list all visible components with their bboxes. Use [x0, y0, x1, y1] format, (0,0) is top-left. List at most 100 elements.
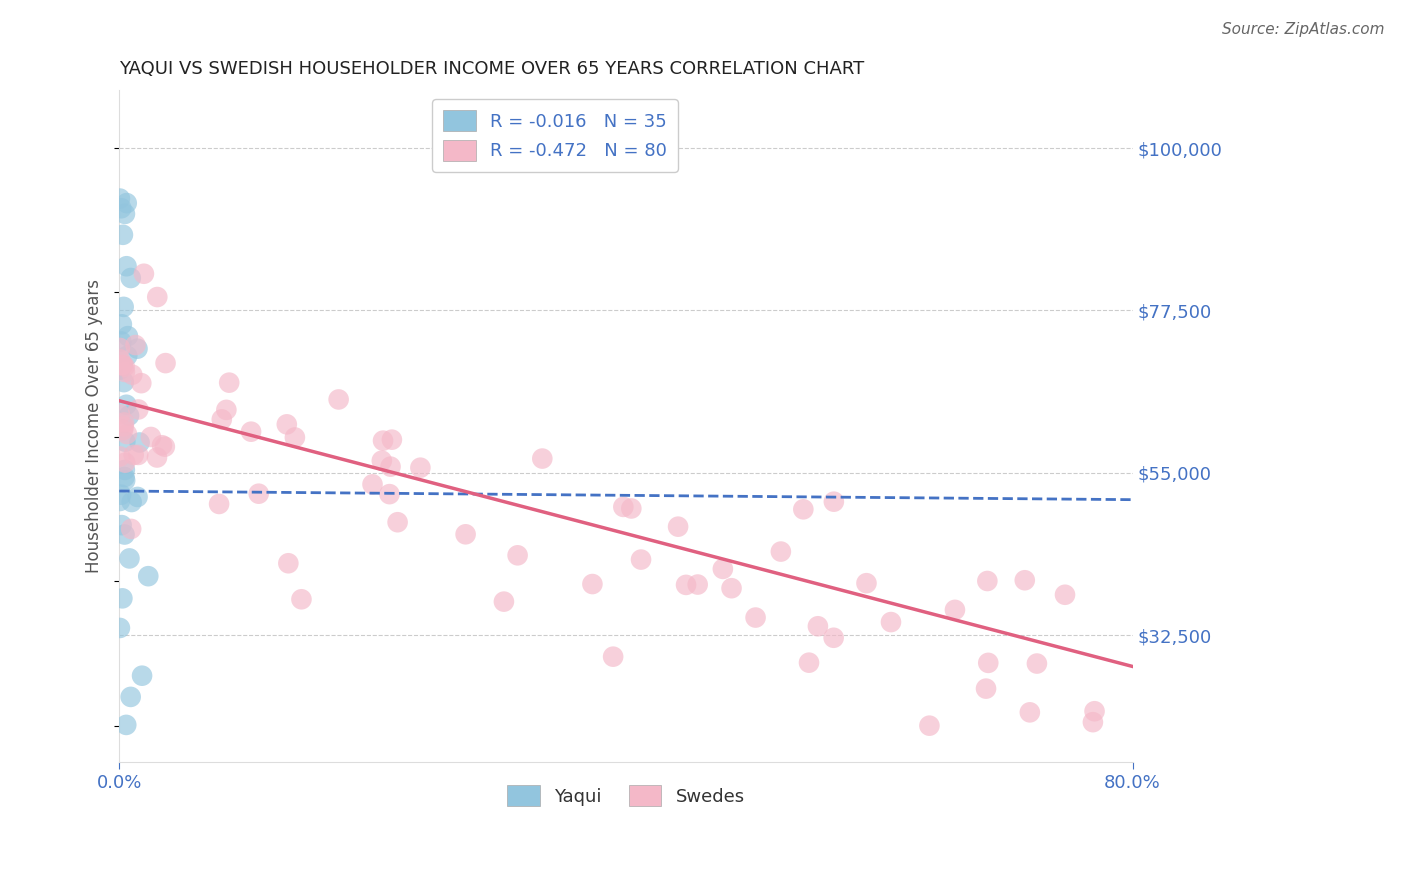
- Point: [114, 474, 136, 488]
- Point: [612, 500, 634, 514]
- Point: [114, 434, 136, 449]
- Point: [114, 527, 136, 541]
- Point: [120, 522, 142, 536]
- Point: [215, 402, 238, 417]
- Point: [409, 460, 432, 475]
- Point: [630, 552, 652, 566]
- Point: [155, 356, 177, 370]
- Point: [328, 392, 350, 407]
- Point: [111, 358, 134, 372]
- Point: [387, 515, 409, 529]
- Point: [378, 487, 401, 501]
- Point: [132, 267, 155, 281]
- Point: [531, 451, 554, 466]
- Y-axis label: Householder Income Over 65 years: Householder Income Over 65 years: [86, 279, 103, 573]
- Point: [108, 621, 131, 635]
- Point: [290, 592, 312, 607]
- Point: [284, 430, 307, 444]
- Point: [150, 438, 173, 452]
- Point: [108, 408, 131, 422]
- Legend: Yaqui, Swedes: Yaqui, Swedes: [501, 778, 752, 814]
- Point: [976, 574, 998, 588]
- Point: [1014, 574, 1036, 588]
- Point: [454, 527, 477, 541]
- Point: [1083, 704, 1105, 718]
- Point: [114, 207, 136, 221]
- Point: [675, 578, 697, 592]
- Point: [720, 581, 742, 595]
- Point: [240, 425, 263, 439]
- Point: [146, 450, 169, 465]
- Point: [918, 719, 941, 733]
- Point: [127, 448, 149, 462]
- Point: [855, 576, 877, 591]
- Point: [110, 201, 132, 215]
- Point: [108, 192, 131, 206]
- Point: [381, 433, 404, 447]
- Point: [686, 577, 709, 591]
- Point: [110, 488, 132, 502]
- Point: [797, 656, 820, 670]
- Point: [120, 271, 142, 285]
- Text: Source: ZipAtlas.com: Source: ZipAtlas.com: [1222, 22, 1385, 37]
- Point: [112, 419, 135, 434]
- Point: [118, 409, 141, 423]
- Point: [114, 365, 136, 379]
- Point: [131, 669, 153, 683]
- Point: [120, 690, 142, 704]
- Point: [108, 352, 131, 367]
- Point: [943, 603, 966, 617]
- Point: [823, 631, 845, 645]
- Point: [108, 494, 131, 508]
- Point: [711, 562, 734, 576]
- Point: [118, 551, 141, 566]
- Point: [114, 463, 136, 477]
- Point: [117, 329, 139, 343]
- Point: [602, 649, 624, 664]
- Point: [823, 494, 845, 508]
- Point: [121, 495, 143, 509]
- Point: [208, 497, 231, 511]
- Point: [371, 453, 394, 467]
- Point: [744, 610, 766, 624]
- Point: [136, 569, 159, 583]
- Point: [114, 359, 136, 374]
- Point: [218, 376, 240, 390]
- Point: [111, 227, 134, 242]
- Point: [211, 412, 233, 426]
- Point: [581, 577, 603, 591]
- Point: [666, 519, 689, 533]
- Point: [111, 358, 134, 372]
- Point: [371, 434, 394, 448]
- Point: [506, 549, 529, 563]
- Point: [247, 486, 270, 500]
- Point: [115, 398, 138, 412]
- Point: [380, 459, 402, 474]
- Point: [977, 656, 1000, 670]
- Point: [880, 615, 903, 629]
- Point: [361, 477, 384, 491]
- Point: [139, 430, 162, 444]
- Point: [115, 196, 138, 211]
- Point: [792, 502, 814, 516]
- Point: [112, 300, 135, 314]
- Point: [111, 423, 134, 437]
- Text: YAQUI VS SWEDISH HOUSEHOLDER INCOME OVER 65 YEARS CORRELATION CHART: YAQUI VS SWEDISH HOUSEHOLDER INCOME OVER…: [120, 60, 865, 78]
- Point: [108, 362, 131, 376]
- Point: [115, 718, 138, 732]
- Point: [1025, 657, 1047, 671]
- Point: [127, 342, 149, 356]
- Point: [114, 456, 136, 470]
- Point: [620, 501, 643, 516]
- Point: [115, 349, 138, 363]
- Point: [146, 290, 169, 304]
- Point: [769, 544, 792, 558]
- Point: [127, 490, 149, 504]
- Point: [129, 376, 152, 391]
- Point: [276, 417, 298, 432]
- Point: [121, 368, 143, 382]
- Point: [1053, 588, 1076, 602]
- Point: [974, 681, 997, 696]
- Point: [122, 448, 145, 462]
- Point: [127, 402, 149, 417]
